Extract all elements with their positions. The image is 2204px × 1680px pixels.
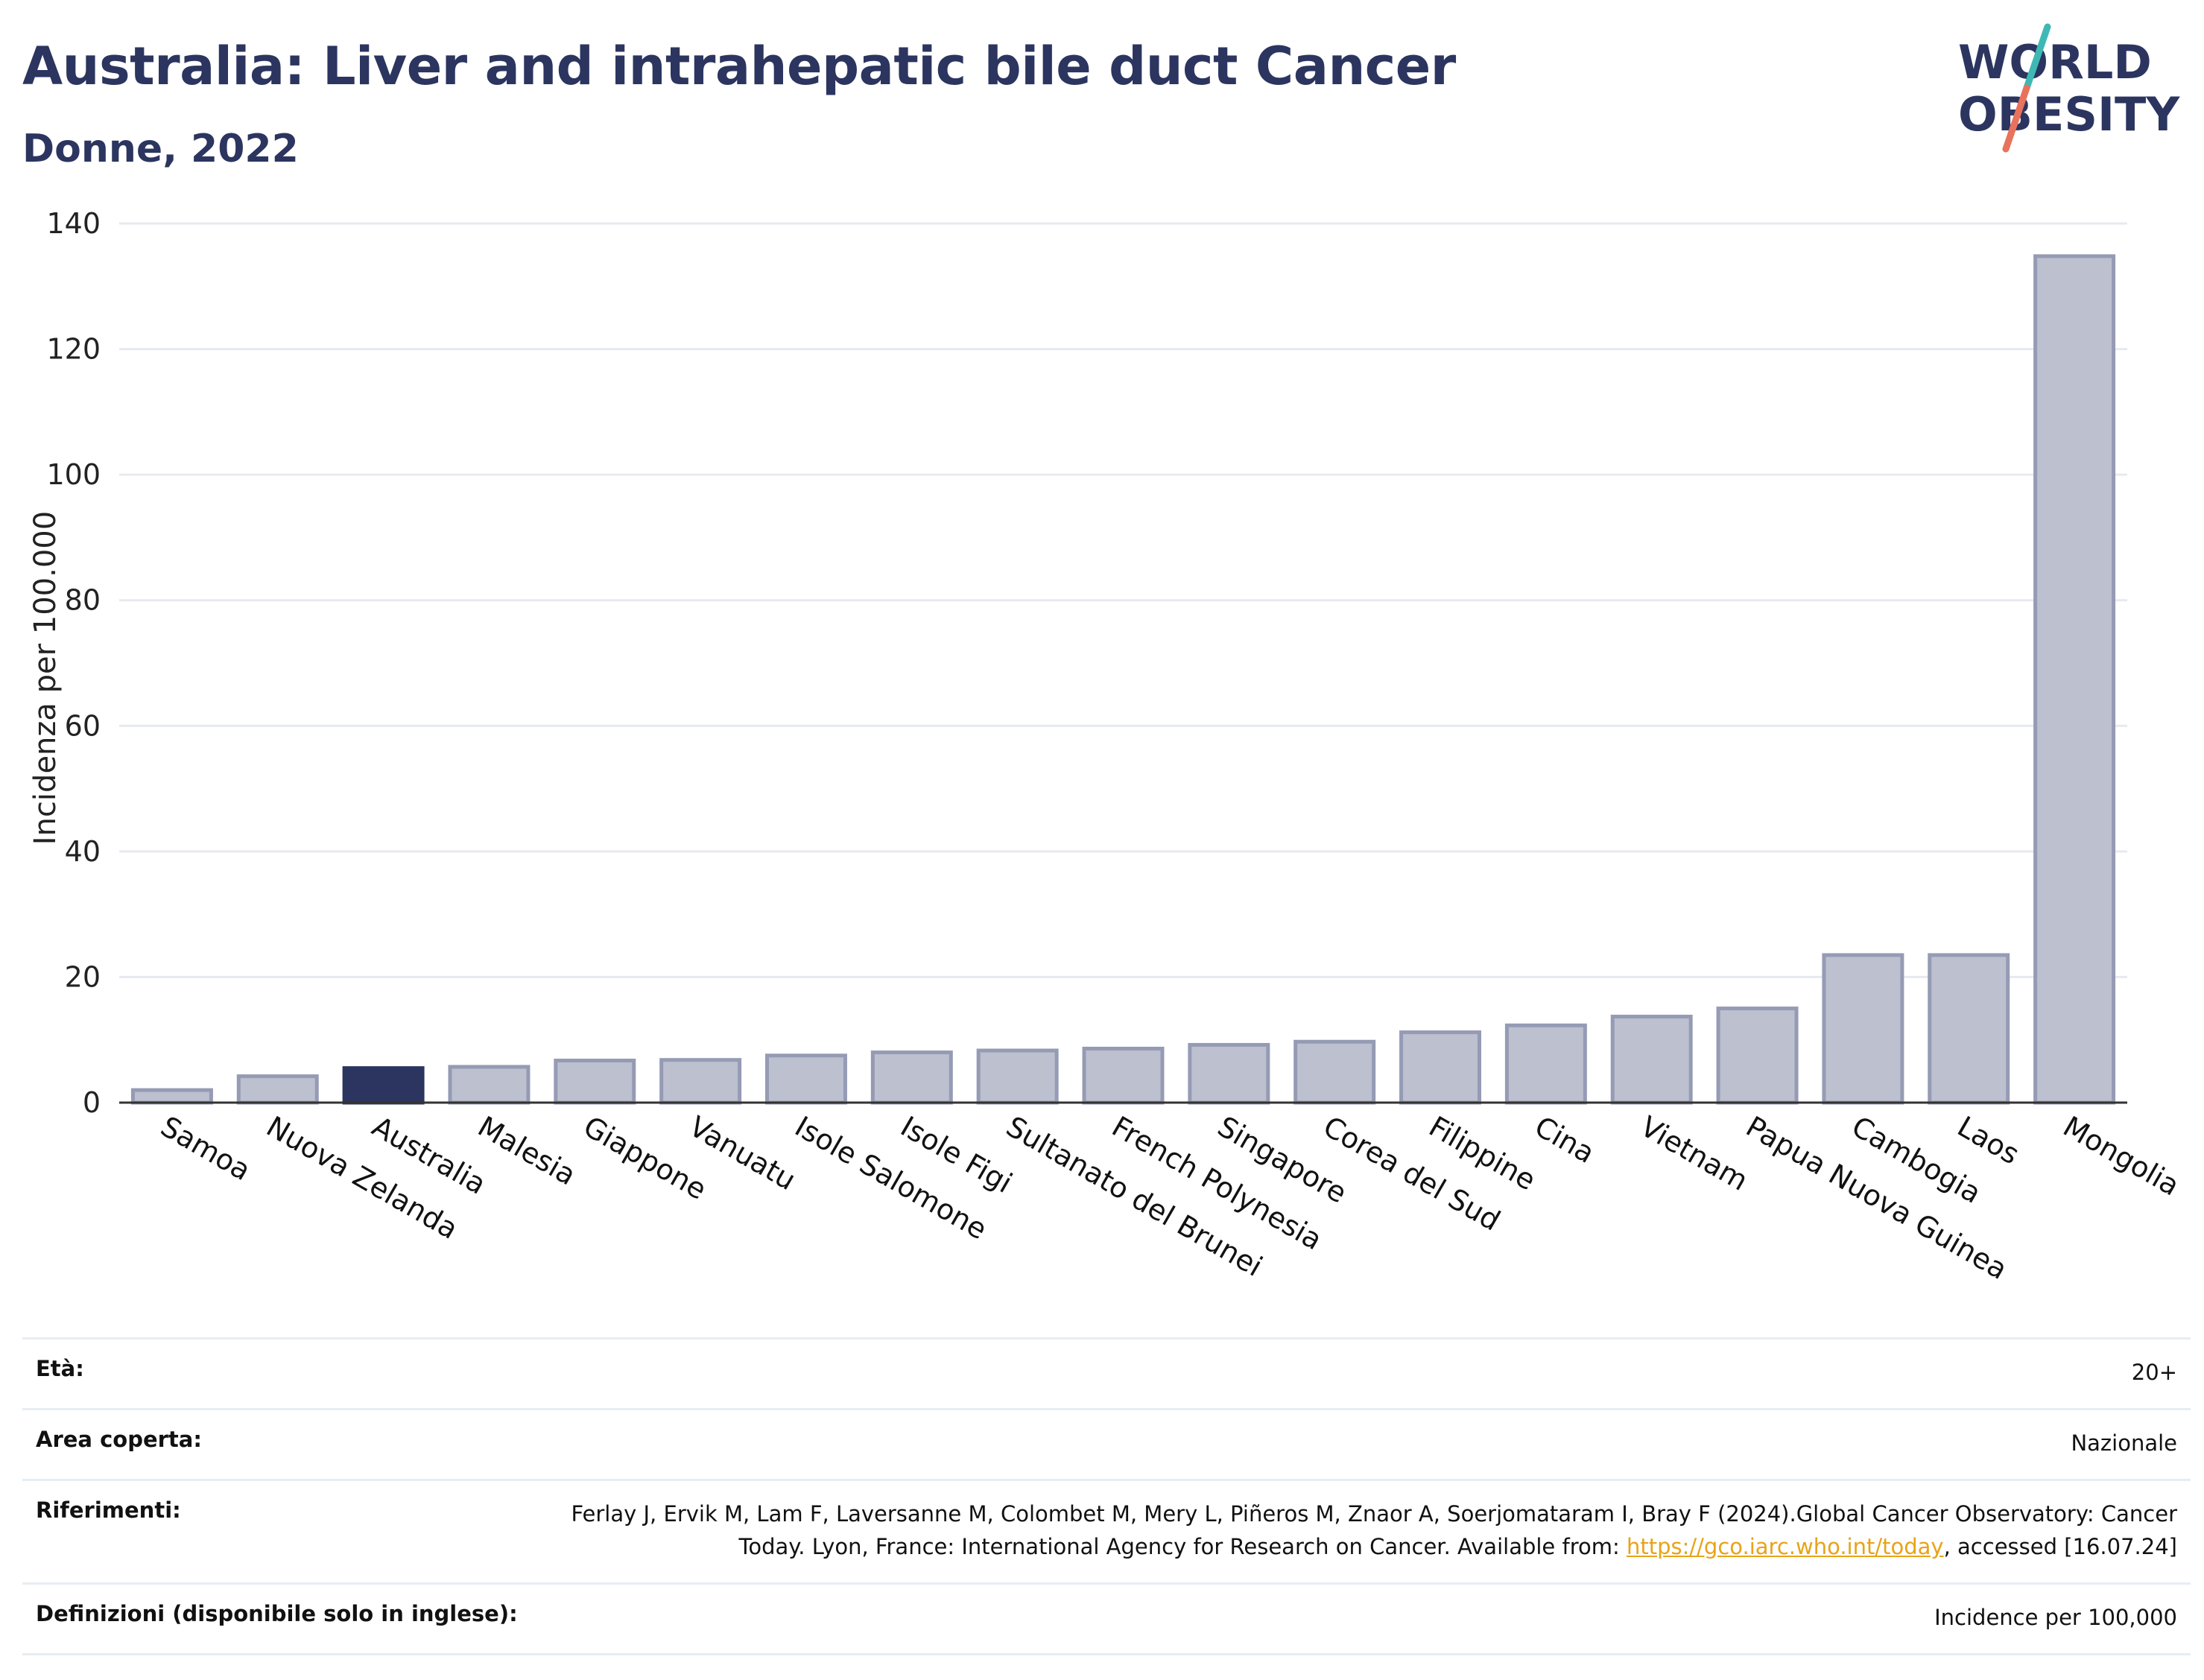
y-tick-label: 60 — [65, 709, 101, 742]
bar-giappone — [554, 1059, 636, 1105]
x-tick-label: Corea del Sud — [1318, 1110, 1506, 1237]
x-tick-label: Malesia — [472, 1110, 581, 1192]
x-tick-label: Mongolia — [2058, 1110, 2185, 1202]
bar-corea-del-sud — [1293, 1039, 1376, 1105]
y-tick-label: 40 — [65, 835, 101, 868]
y-tick-label: 80 — [65, 584, 101, 617]
info-row-references: Riferimenti: Ferlay J, Ervik M, Lam F, L… — [22, 1479, 2191, 1582]
bar-malesia — [448, 1065, 531, 1105]
y-axis-title: Incidenza per 100.000 — [28, 511, 63, 845]
info-table: Età: 20+ Area coperta: Nazionale Riferim… — [22, 1337, 2191, 1655]
x-tick-label: Isole Salomone — [789, 1110, 992, 1246]
bar-isole-salomone — [764, 1053, 847, 1105]
references-link[interactable]: https://gco.iarc.who.int/today — [1626, 1534, 1944, 1559]
logo-slash-teal — [2023, 23, 2051, 92]
bar-cina — [1504, 1023, 1587, 1105]
page-subtitle: Donne, 2022 — [22, 127, 299, 171]
eta-label: Età: — [36, 1356, 84, 1381]
eta-value: 20+ — [2131, 1360, 2177, 1385]
bar-chart: 0 20 40 60 80 100 120 140 Incidenza per 100.000 S… — [28, 207, 2185, 1286]
bar-filippine — [1399, 1030, 1482, 1105]
area-label: Area coperta: — [36, 1427, 202, 1452]
area-value: Nazionale — [2071, 1430, 2177, 1456]
bar-laos — [1928, 953, 2010, 1105]
page-title: Australia: Liver and intrahepatic bile d… — [22, 36, 1456, 97]
bar-papua-nuova-guinea — [1716, 1007, 1799, 1105]
y-tick-label: 20 — [65, 960, 101, 993]
world-obesity-logo: WORLD OBESITY — [1958, 23, 2180, 153]
references-value: Ferlay J, Ervik M, Lam F, Laversanne M, … — [501, 1497, 2177, 1563]
bar-nuova-zelanda — [236, 1074, 319, 1105]
y-tick-label: 0 — [83, 1086, 101, 1119]
y-tick-label: 120 — [46, 333, 101, 366]
x-tick-label: Laos — [1952, 1110, 2025, 1171]
bar-vietnam — [1610, 1015, 1693, 1105]
bar-vanuatu — [659, 1058, 742, 1105]
references-text-2: , accessed [16.07.24] — [1943, 1534, 2177, 1559]
definitions-label: Definizioni (disponibile solo in inglese… — [36, 1601, 518, 1626]
bar-mongolia — [2033, 254, 2116, 1105]
bar-isole-figi — [870, 1050, 953, 1105]
bar-singapore — [1188, 1042, 1270, 1105]
definitions-value: Incidence per 100,000 — [1934, 1605, 2177, 1630]
references-label: Riferimenti: — [36, 1497, 181, 1523]
y-tick-label: 140 — [46, 207, 101, 240]
logo-slash-coral — [2002, 84, 2030, 153]
info-row-definitions: Definizioni (disponibile solo in inglese… — [22, 1582, 2191, 1655]
y-tick-label: 100 — [46, 458, 101, 491]
x-tick-label: Nuova Zelanda — [261, 1110, 463, 1246]
info-row-eta: Età: 20+ — [22, 1337, 2191, 1408]
x-tick-label: Samoa — [155, 1110, 256, 1188]
logo-line2: OBESITY — [1958, 87, 2180, 142]
bar-cambogia — [1822, 953, 1904, 1105]
bar-samoa — [130, 1088, 213, 1105]
bar-sultanato-del-brunei — [976, 1048, 1059, 1105]
logo-line1: WORLD — [1958, 35, 2152, 89]
bar-french-polynesia — [1082, 1047, 1165, 1105]
x-tick-label: Cina — [1529, 1110, 1600, 1170]
x-tick-label: Vietnam — [1635, 1110, 1753, 1197]
bar-australia — [342, 1066, 425, 1105]
references-text-1: Ferlay J, Ervik M, Lam F, Laversanne M, … — [571, 1501, 2177, 1559]
info-row-area: Area coperta: Nazionale — [22, 1408, 2191, 1479]
